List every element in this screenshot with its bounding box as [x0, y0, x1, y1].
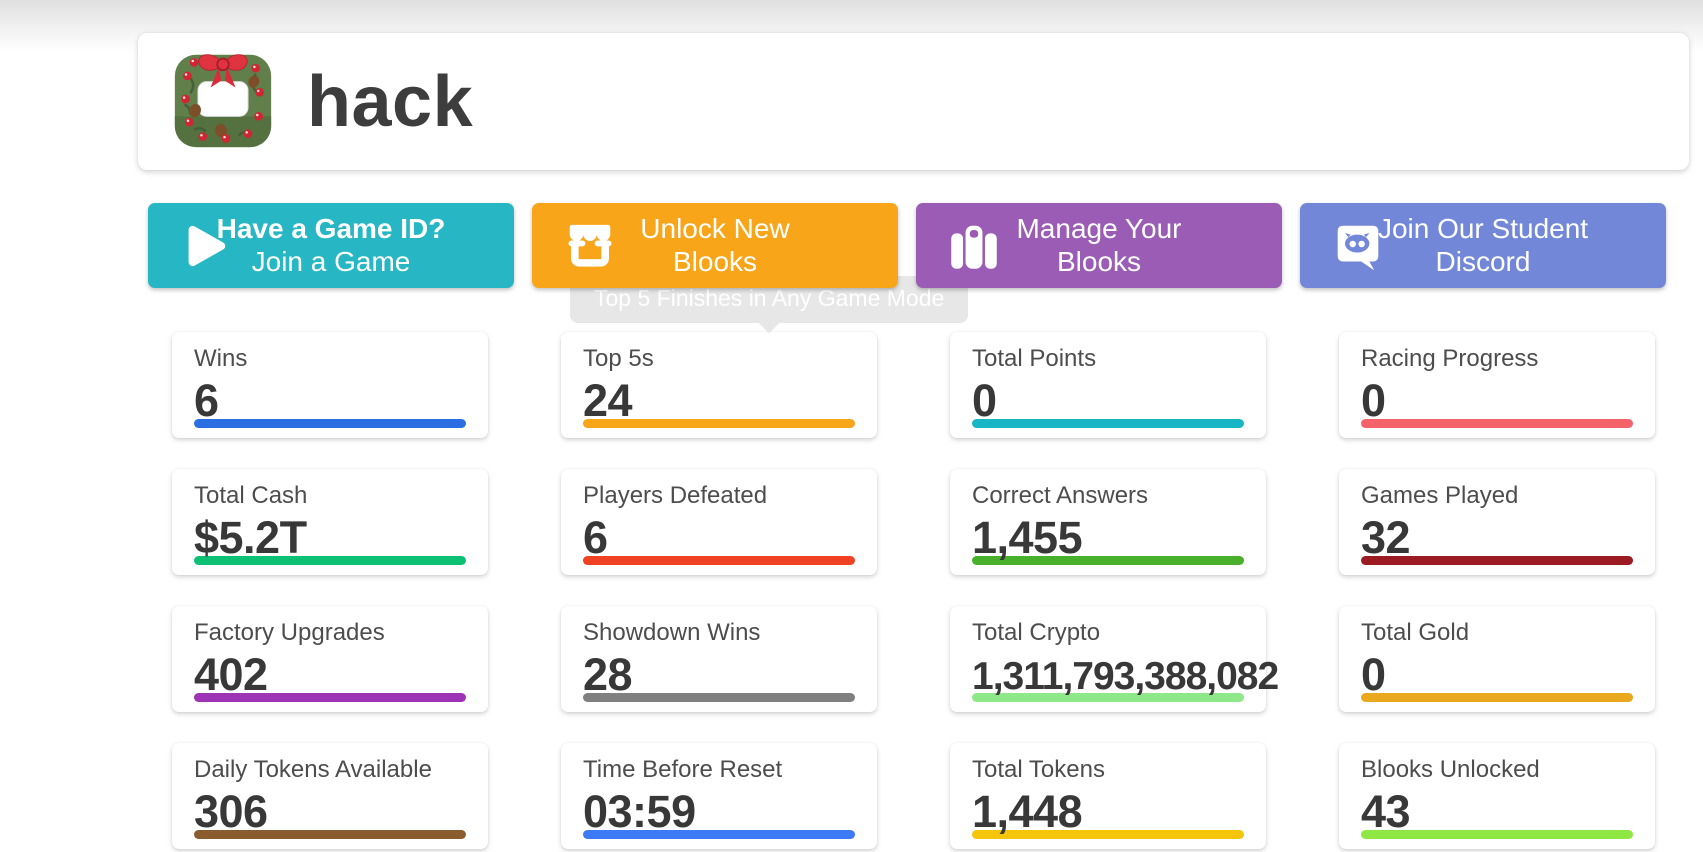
- manage-blooks-button[interactable]: Manage Your Blooks: [916, 203, 1282, 288]
- stat-underline-bar: [194, 556, 466, 565]
- stat-underline-bar: [972, 556, 1244, 565]
- stat-label: Total Cash: [194, 482, 308, 509]
- discord-button[interactable]: Join Our Student Discord: [1300, 203, 1666, 288]
- stat-card: Time Before Reset 03:59: [561, 743, 877, 849]
- stat-value: 6: [583, 512, 608, 563]
- stat-label: Top 5s: [583, 345, 654, 372]
- stat-card: Total Tokens 1,448: [950, 743, 1266, 849]
- stat-value: 1,455: [972, 512, 1083, 563]
- stat-underline-bar: [194, 419, 466, 428]
- stat-underline-bar: [972, 693, 1244, 702]
- stat-card: Total Points 0: [950, 332, 1266, 438]
- stat-value: 32: [1361, 512, 1411, 563]
- stat-underline-bar: [972, 419, 1244, 428]
- stat-underline-bar: [1361, 693, 1633, 702]
- discord-icon: [1330, 218, 1386, 274]
- unlock-blooks-button[interactable]: Unlock New Blooks: [532, 203, 898, 288]
- stat-underline-bar: [583, 693, 855, 702]
- stat-underline-bar: [1361, 830, 1633, 839]
- stats-grid: Wins 6 Top 5s 24 Total Points 0 Racing P…: [172, 332, 1655, 849]
- stat-value: 306: [194, 786, 268, 837]
- stat-card: Top 5s 24: [561, 332, 877, 438]
- stat-underline-bar: [194, 830, 466, 839]
- toolbox-icon: [946, 218, 1002, 274]
- stat-label: Blooks Unlocked: [1361, 756, 1540, 783]
- stat-card: Blooks Unlocked 43: [1339, 743, 1655, 849]
- stat-underline-bar: [1361, 419, 1633, 428]
- stat-underline-bar: [194, 693, 466, 702]
- discord-button-label: Join Our Student Discord: [1377, 213, 1589, 277]
- stat-card: Wins 6: [172, 332, 488, 438]
- stat-label: Total Crypto: [972, 619, 1101, 646]
- stat-underline-bar: [583, 419, 855, 428]
- stat-label: Showdown Wins: [583, 619, 761, 646]
- join-game-button-label: Have a Game ID? Join a Game: [216, 213, 446, 277]
- play-icon: [178, 218, 234, 274]
- unlock-blooks-button-label: Unlock New Blooks: [640, 213, 790, 277]
- stat-value: 43: [1361, 786, 1411, 837]
- stat-card: Total Crypto 1,311,793,388,082: [950, 606, 1279, 712]
- stat-card: Showdown Wins 28: [561, 606, 877, 712]
- stat-value: 0: [1361, 375, 1386, 426]
- stat-value: 6: [194, 375, 219, 426]
- stat-card: Total Cash $5.2T: [172, 469, 488, 575]
- stat-card: Games Played 32: [1339, 469, 1655, 575]
- stat-label: Wins: [194, 345, 248, 372]
- stat-label: Total Gold: [1361, 619, 1470, 646]
- stat-card: Racing Progress 0: [1339, 332, 1655, 438]
- stat-label: Total Tokens: [972, 756, 1105, 783]
- stat-underline-bar: [1361, 556, 1633, 565]
- stat-card: Players Defeated 6: [561, 469, 877, 575]
- stat-card: Factory Upgrades 402: [172, 606, 488, 712]
- stat-label: Total Points: [972, 345, 1097, 372]
- stat-card: Correct Answers 1,455: [950, 469, 1266, 575]
- stat-card: Total Gold 0: [1339, 606, 1655, 712]
- stat-label: Time Before Reset: [583, 756, 783, 783]
- stat-value: 28: [583, 649, 633, 700]
- stat-value: 24: [583, 375, 633, 426]
- store-icon: [562, 218, 618, 274]
- page-title: hack: [307, 61, 474, 142]
- join-game-button[interactable]: Have a Game ID? Join a Game: [148, 203, 514, 288]
- stat-value: 402: [194, 649, 268, 700]
- stat-label: Players Defeated: [583, 482, 768, 509]
- christmas-wreath-icon: [171, 47, 275, 156]
- stat-underline-bar: [583, 556, 855, 565]
- stat-value: 1,448: [972, 786, 1083, 837]
- stat-value: 1,311,793,388,082: [972, 655, 1279, 698]
- tooltip-caret: [757, 310, 781, 334]
- stat-value: 0: [972, 375, 997, 426]
- stat-value: 0: [1361, 649, 1386, 700]
- stat-underline-bar: [972, 830, 1244, 839]
- action-buttons-row: Have a Game ID? Join a Game Unlock New B…: [148, 203, 1666, 288]
- stat-label: Factory Upgrades: [194, 619, 385, 646]
- stat-label: Daily Tokens Available: [194, 756, 432, 783]
- stat-value: $5.2T: [194, 512, 307, 563]
- stat-card: Daily Tokens Available 306: [172, 743, 488, 849]
- manage-blooks-button-label: Manage Your Blooks: [1016, 213, 1182, 277]
- profile-header-card: hack: [138, 33, 1689, 170]
- stat-value: 03:59: [583, 786, 696, 837]
- stat-label: Correct Answers: [972, 482, 1149, 509]
- stat-label: Racing Progress: [1361, 345, 1539, 372]
- stat-underline-bar: [583, 830, 855, 839]
- stat-label: Games Played: [1361, 482, 1519, 509]
